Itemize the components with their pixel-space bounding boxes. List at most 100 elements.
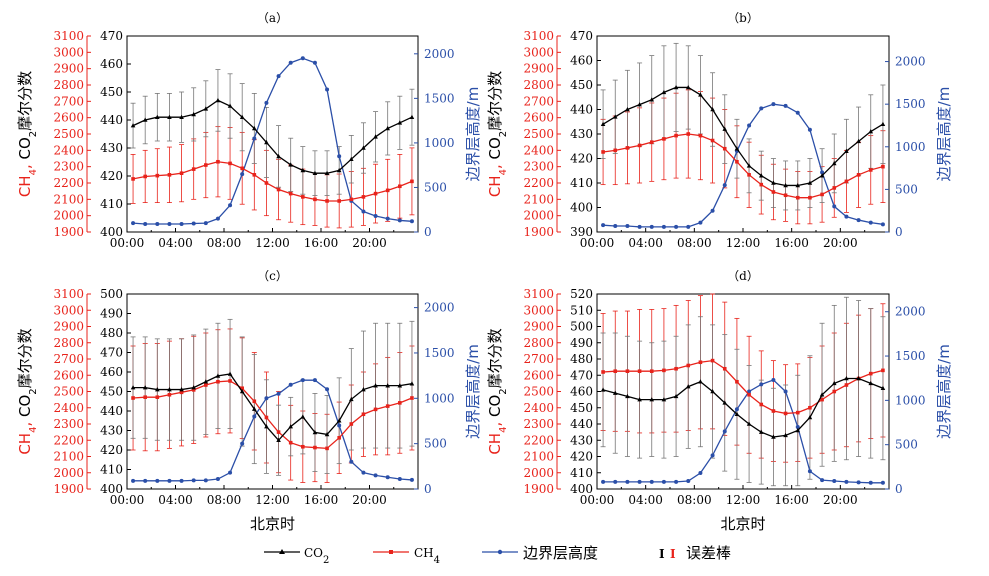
- ch4-point: [637, 143, 642, 148]
- co2-point: [239, 114, 245, 119]
- pbl-point: [361, 470, 366, 475]
- co2-point: [155, 387, 160, 392]
- co2-y-tick-label: 460: [570, 385, 593, 399]
- pbl-point: [131, 221, 136, 226]
- co2-y-tick-label: 440: [570, 103, 593, 117]
- co2-point: [625, 393, 630, 399]
- ylabel-ch4-text: CH: [486, 175, 504, 197]
- ch4-y-tick-label: 2300: [53, 160, 84, 174]
- x-tick-label: 20:00: [352, 493, 387, 507]
- pbl-point: [759, 106, 764, 111]
- y-label-left: CH4, CO2摩尔分数: [486, 328, 509, 454]
- co2-point: [880, 121, 886, 126]
- ylabel-sep: ,: [486, 159, 504, 169]
- panel-title: （d）: [727, 269, 759, 283]
- ch4-point: [735, 159, 739, 164]
- pbl-point: [252, 136, 257, 141]
- co2-point: [227, 371, 233, 376]
- co2-point: [203, 106, 209, 111]
- co2-point: [264, 139, 269, 145]
- ch4-point: [832, 389, 837, 394]
- ch4-y-tick-label: 3000: [523, 45, 554, 59]
- ch4-point: [771, 409, 776, 413]
- pbl-y-tick-label: 1000: [895, 140, 926, 154]
- ch4-point: [191, 388, 196, 392]
- pbl-point: [674, 224, 679, 229]
- ylabel-ch4-text: CH: [16, 175, 34, 197]
- co2-point: [264, 424, 269, 429]
- ch4-y-tick-label: 2600: [523, 368, 554, 382]
- ch4-y-tick-label: 2300: [53, 417, 84, 431]
- co2-point: [771, 180, 776, 185]
- co2-y-tick-label: 410: [570, 176, 593, 190]
- co2-point: [758, 173, 764, 178]
- co2-point: [831, 160, 837, 166]
- x-tick-label: 08:00: [677, 236, 712, 250]
- pbl-y-tick-label: 500: [895, 438, 918, 452]
- co2-y-tick-label: 470: [570, 29, 593, 43]
- legend-ch4-text: CH: [414, 546, 434, 560]
- co2-point: [300, 167, 306, 173]
- co2-point: [783, 182, 788, 188]
- pbl-point: [276, 391, 281, 396]
- ch4-y-tick-label: 3000: [53, 45, 84, 59]
- co2-point: [385, 125, 390, 131]
- co2-point: [649, 397, 655, 402]
- pbl-y-tick-label: 1000: [424, 136, 455, 150]
- ch4-y-tick-label: 2600: [523, 111, 554, 125]
- ch4-y-tick-label: 2000: [523, 209, 554, 223]
- pbl-y-tick-label: 2000: [424, 47, 455, 61]
- ch4-y-tick-label: 2300: [523, 417, 554, 431]
- ch4-y-tick-label: 2700: [53, 352, 84, 366]
- ylabel-co2-sub: 2: [498, 388, 509, 394]
- co2-point: [795, 182, 801, 188]
- co2-line: [133, 373, 413, 442]
- x-tick-label: 04:00: [158, 493, 193, 507]
- co2-point: [312, 170, 318, 175]
- ch4-y-tick-label: 2700: [523, 352, 554, 366]
- ch4-y-tick-label: 2800: [53, 78, 84, 92]
- ylabel-co2-text: CO: [16, 137, 34, 159]
- panel-b: （b） 00:00 04:00 08:00 12:00 16:00 20:00 390 400 4…: [486, 11, 953, 250]
- ch4-point: [301, 444, 305, 449]
- legend-ch4-sub: 4: [434, 555, 440, 566]
- co2-y-tick-label: 400: [100, 482, 123, 496]
- ch4-point: [735, 379, 739, 384]
- co2-point: [373, 134, 378, 139]
- ch4-line: [602, 133, 884, 199]
- ch4-point: [349, 422, 354, 426]
- ch4-point: [601, 370, 605, 374]
- co2-point: [167, 114, 172, 119]
- co2-point: [312, 429, 318, 435]
- co2-y-tick-label: 460: [100, 57, 123, 71]
- pbl-point: [215, 477, 220, 482]
- pbl-point: [868, 480, 873, 485]
- pbl-point: [131, 478, 136, 483]
- legend-pbl-label: 边界层高度: [523, 544, 598, 562]
- co2-y-tick-label: 480: [570, 352, 593, 366]
- co2-y-tick-label: 430: [100, 141, 123, 155]
- ch4-y-tick-label: 2900: [523, 62, 554, 76]
- panel-c: （c） 00:00 04:00 08:00 12:00 16:00 20:00 400 410 4…: [16, 269, 482, 533]
- pbl-point: [820, 170, 825, 175]
- pbl-y-tick-label: 1500: [895, 349, 926, 363]
- co2-point: [844, 148, 849, 153]
- ch4-y-tick-label: 3000: [523, 303, 554, 317]
- y-label-right: 边界层高度/m: [935, 344, 953, 439]
- pbl-y-tick-label: 1000: [895, 393, 926, 407]
- pbl-y-tick-label: 2000: [424, 301, 455, 315]
- pbl-point: [385, 475, 390, 480]
- pbl-point: [373, 213, 378, 218]
- pbl-point: [771, 102, 776, 107]
- ch4-point: [385, 188, 390, 193]
- co2-y-tick-label: 490: [100, 307, 123, 321]
- co2-point: [612, 114, 618, 119]
- pbl-point: [325, 387, 330, 392]
- ch4-y-tick-label: 2200: [523, 176, 554, 190]
- y-label-right: 边界层高度/m: [935, 87, 953, 182]
- pbl-point: [637, 224, 642, 229]
- x-tick-label: 08:00: [207, 236, 242, 250]
- co2-point: [673, 84, 679, 90]
- ch4-point: [649, 369, 654, 373]
